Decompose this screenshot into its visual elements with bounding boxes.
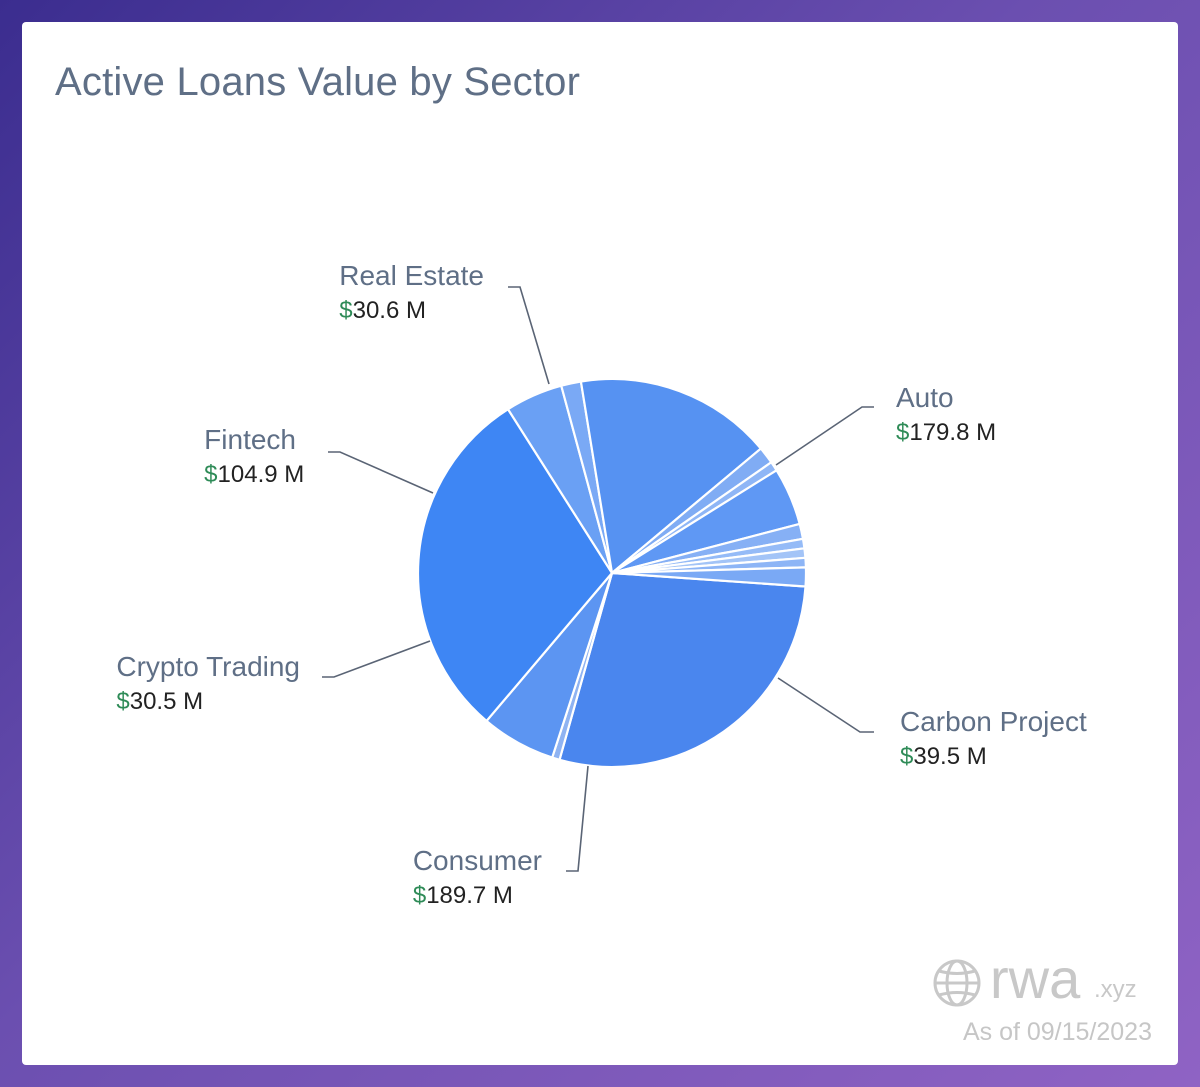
slice-value-auto: $179.8 M	[896, 419, 996, 446]
slice-value-number: 30.5 M	[130, 688, 203, 715]
slice-label-fintech: Fintech	[204, 424, 296, 455]
currency-symbol: $	[413, 882, 426, 909]
pie-slice-minor-14[interactable]	[610, 566, 808, 588]
leader-line-auto	[775, 406, 874, 466]
slice-value-number: 30.6 M	[353, 297, 426, 324]
slice-label-crypto-trading: Crypto Trading	[116, 651, 300, 682]
watermark-brand: rwa	[990, 947, 1081, 1010]
pie-slice-auto[interactable]	[558, 571, 807, 769]
currency-symbol: $	[204, 461, 217, 488]
chart-card: Active Loans Value by Sector Auto $179.8 …	[22, 22, 1178, 1065]
leader-line-real-estate	[508, 286, 550, 385]
pie-chart: Auto $179.8 M Carbon Project $39.5 M Consume…	[116, 260, 1087, 909]
slice-value-number: 189.7 M	[426, 882, 513, 909]
currency-symbol: $	[900, 743, 913, 770]
slice-label-consumer: Consumer	[413, 845, 542, 876]
globe-icon	[933, 959, 981, 1007]
leader-line-crypto-trading	[322, 640, 431, 678]
slice-value-number: 39.5 M	[913, 743, 986, 770]
pie-slice-fintech[interactable]	[579, 377, 762, 575]
currency-symbol: $	[896, 419, 909, 446]
slice-value-consumer: $189.7 M	[413, 882, 513, 909]
watermark-tld: .xyz	[1094, 976, 1137, 1003]
watermark: rwa .xyz	[912, 947, 1152, 1012]
slice-value-crypto-trading: $30.5 M	[116, 688, 203, 715]
pie-slices	[416, 377, 808, 769]
slice-value-number: 104.9 M	[218, 461, 305, 488]
slice-label-auto: Auto	[896, 382, 954, 413]
chart-title: Active Loans Value by Sector	[55, 60, 581, 104]
slice-value-carbon-project: $39.5 M	[900, 743, 987, 770]
currency-symbol: $	[339, 297, 352, 324]
currency-symbol: $	[116, 688, 129, 715]
slice-value-number: 179.8 M	[909, 419, 996, 446]
pie-slice-consumer[interactable]	[416, 408, 614, 723]
slice-label-carbon-project: Carbon Project	[900, 706, 1087, 737]
leader-line-carbon-project	[777, 677, 874, 733]
slice-label-real-estate: Real Estate	[339, 260, 484, 291]
slice-value-real-estate: $30.6 M	[339, 297, 426, 324]
pie-labels: Auto $179.8 M Carbon Project $39.5 M Consume…	[116, 260, 1087, 909]
leader-line-consumer	[566, 765, 589, 872]
slice-value-fintech: $104.9 M	[204, 461, 304, 488]
as-of-date: As of 09/15/2023	[962, 1018, 1152, 1046]
leader-line-fintech	[328, 451, 434, 494]
